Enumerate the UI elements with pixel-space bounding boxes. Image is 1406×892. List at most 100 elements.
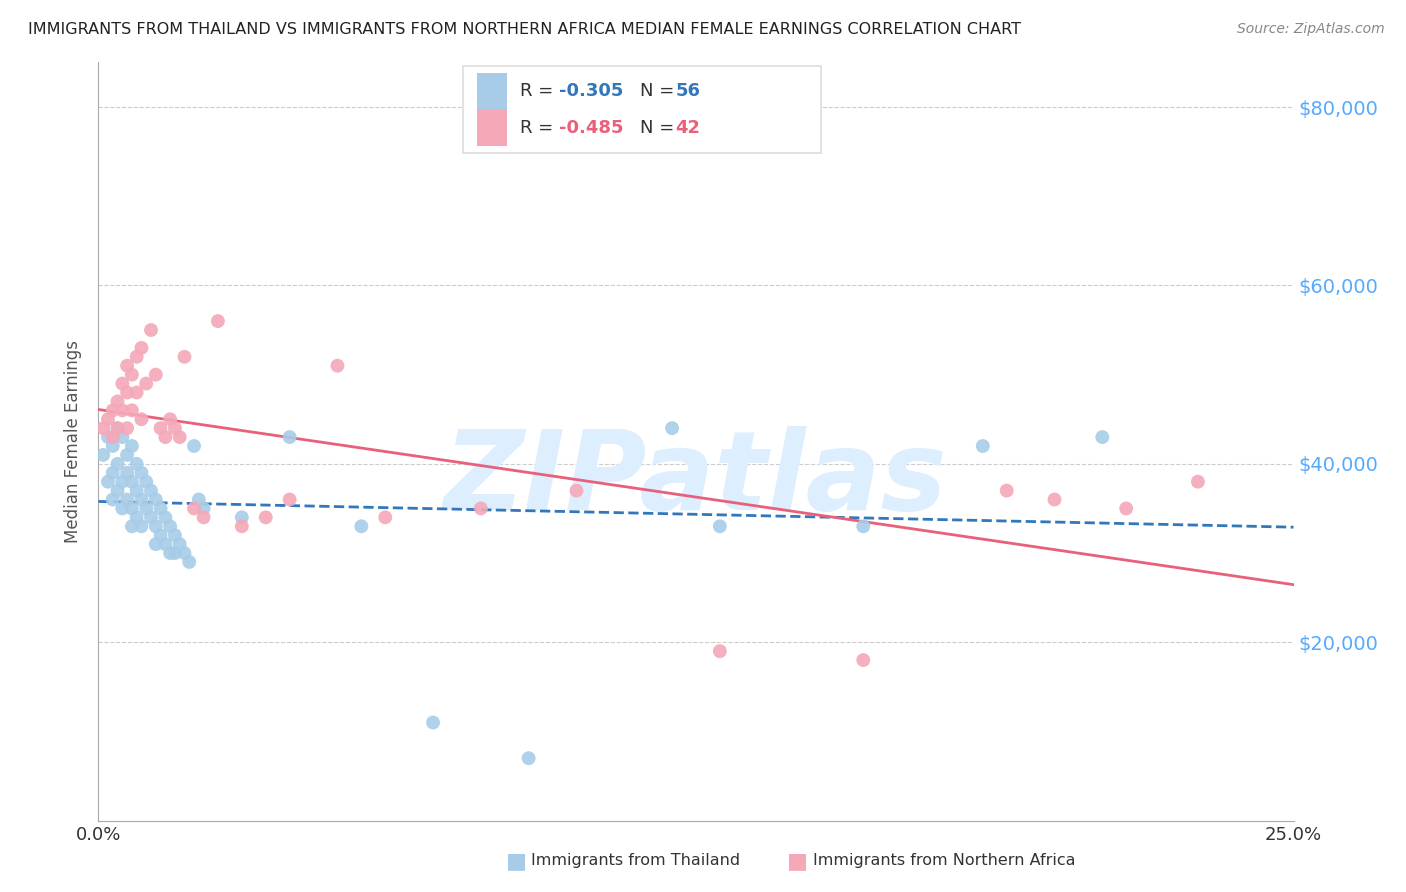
Point bbox=[145, 492, 167, 507]
Text: ■: ■ bbox=[506, 851, 527, 871]
Point bbox=[163, 546, 186, 560]
Text: R =: R = bbox=[520, 119, 560, 136]
Point bbox=[139, 323, 162, 337]
Point bbox=[231, 510, 253, 524]
Point bbox=[125, 385, 148, 400]
Point bbox=[155, 537, 177, 551]
Point bbox=[1043, 492, 1066, 507]
Point bbox=[91, 448, 114, 462]
Point bbox=[145, 519, 167, 533]
Point bbox=[101, 403, 124, 417]
Point bbox=[173, 546, 195, 560]
Point bbox=[121, 519, 143, 533]
Point bbox=[115, 466, 138, 480]
Point bbox=[125, 483, 148, 498]
Point bbox=[470, 501, 492, 516]
Point bbox=[852, 519, 875, 533]
Point bbox=[135, 501, 157, 516]
Point bbox=[115, 359, 138, 373]
Point bbox=[207, 314, 229, 328]
Point bbox=[159, 412, 181, 426]
Point bbox=[1115, 501, 1137, 516]
Y-axis label: Median Female Earnings: Median Female Earnings bbox=[65, 340, 83, 543]
Point bbox=[374, 510, 396, 524]
Point bbox=[187, 492, 209, 507]
Point bbox=[709, 519, 731, 533]
Text: ZIPatlas: ZIPatlas bbox=[444, 426, 948, 533]
Point bbox=[159, 546, 181, 560]
Point bbox=[111, 376, 134, 391]
Point bbox=[350, 519, 373, 533]
Point bbox=[139, 510, 162, 524]
Point bbox=[231, 519, 253, 533]
Point bbox=[101, 492, 124, 507]
Point bbox=[254, 510, 277, 524]
Text: R =: R = bbox=[520, 82, 560, 100]
Point bbox=[517, 751, 540, 765]
Text: N =: N = bbox=[640, 119, 679, 136]
Point bbox=[97, 430, 120, 444]
Point bbox=[972, 439, 994, 453]
Point bbox=[193, 510, 215, 524]
Point bbox=[193, 501, 215, 516]
Point bbox=[163, 421, 186, 435]
Point bbox=[852, 653, 875, 667]
Point bbox=[155, 430, 177, 444]
Point bbox=[565, 483, 588, 498]
Point bbox=[111, 501, 134, 516]
Point bbox=[179, 555, 201, 569]
Point bbox=[183, 501, 205, 516]
Point bbox=[149, 421, 172, 435]
Text: Immigrants from Northern Africa: Immigrants from Northern Africa bbox=[813, 854, 1076, 868]
Point bbox=[121, 501, 143, 516]
Point bbox=[131, 492, 153, 507]
Point bbox=[121, 475, 143, 489]
Point bbox=[1187, 475, 1209, 489]
Point bbox=[139, 483, 162, 498]
Text: 42: 42 bbox=[676, 119, 700, 136]
Point bbox=[125, 350, 148, 364]
Point bbox=[115, 448, 138, 462]
Point bbox=[145, 537, 167, 551]
Point bbox=[995, 483, 1018, 498]
Point bbox=[125, 510, 148, 524]
Point bbox=[173, 350, 195, 364]
Point bbox=[107, 421, 129, 435]
Point bbox=[326, 359, 349, 373]
Point bbox=[115, 385, 138, 400]
Point bbox=[183, 439, 205, 453]
Point bbox=[101, 430, 124, 444]
Point bbox=[159, 519, 181, 533]
Text: -0.485: -0.485 bbox=[558, 119, 623, 136]
FancyBboxPatch shape bbox=[477, 73, 508, 110]
Point bbox=[278, 430, 301, 444]
FancyBboxPatch shape bbox=[463, 66, 821, 153]
Point bbox=[278, 492, 301, 507]
Point bbox=[135, 376, 157, 391]
Point bbox=[163, 528, 186, 542]
Point bbox=[149, 528, 172, 542]
Point bbox=[135, 475, 157, 489]
Point bbox=[107, 421, 129, 435]
Point bbox=[422, 715, 444, 730]
Point bbox=[91, 421, 114, 435]
Point bbox=[101, 466, 124, 480]
FancyBboxPatch shape bbox=[477, 110, 508, 145]
Text: IMMIGRANTS FROM THAILAND VS IMMIGRANTS FROM NORTHERN AFRICA MEDIAN FEMALE EARNIN: IMMIGRANTS FROM THAILAND VS IMMIGRANTS F… bbox=[28, 22, 1021, 37]
Point bbox=[101, 439, 124, 453]
Point bbox=[155, 510, 177, 524]
Point bbox=[115, 492, 138, 507]
Point bbox=[97, 412, 120, 426]
Point bbox=[169, 430, 191, 444]
Point bbox=[107, 457, 129, 471]
Point bbox=[121, 439, 143, 453]
Point bbox=[709, 644, 731, 658]
Text: Source: ZipAtlas.com: Source: ZipAtlas.com bbox=[1237, 22, 1385, 37]
Point bbox=[121, 368, 143, 382]
Point bbox=[125, 457, 148, 471]
Point bbox=[107, 394, 129, 409]
Point bbox=[1091, 430, 1114, 444]
Point bbox=[111, 475, 134, 489]
Point bbox=[131, 466, 153, 480]
Text: Immigrants from Thailand: Immigrants from Thailand bbox=[531, 854, 741, 868]
